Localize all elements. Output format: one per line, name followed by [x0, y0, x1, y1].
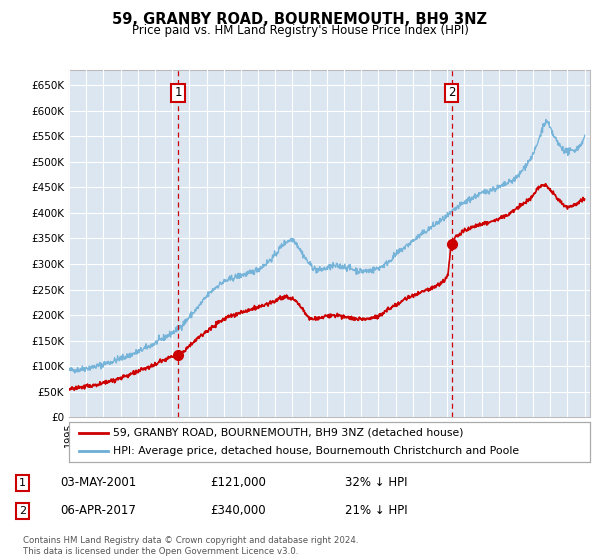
Text: 1: 1 — [174, 86, 182, 100]
Text: 32% ↓ HPI: 32% ↓ HPI — [345, 476, 407, 489]
Text: 2: 2 — [448, 86, 455, 100]
Text: 59, GRANBY ROAD, BOURNEMOUTH, BH9 3NZ: 59, GRANBY ROAD, BOURNEMOUTH, BH9 3NZ — [113, 12, 487, 27]
Text: 06-APR-2017: 06-APR-2017 — [60, 504, 136, 517]
Text: 1: 1 — [19, 478, 26, 488]
Text: HPI: Average price, detached house, Bournemouth Christchurch and Poole: HPI: Average price, detached house, Bour… — [113, 446, 520, 456]
Text: Price paid vs. HM Land Registry's House Price Index (HPI): Price paid vs. HM Land Registry's House … — [131, 24, 469, 37]
Text: 21% ↓ HPI: 21% ↓ HPI — [345, 504, 407, 517]
Text: 2: 2 — [19, 506, 26, 516]
Text: 59, GRANBY ROAD, BOURNEMOUTH, BH9 3NZ (detached house): 59, GRANBY ROAD, BOURNEMOUTH, BH9 3NZ (d… — [113, 428, 464, 437]
Text: £121,000: £121,000 — [210, 476, 266, 489]
Text: £340,000: £340,000 — [210, 504, 266, 517]
Text: Contains HM Land Registry data © Crown copyright and database right 2024.
This d: Contains HM Land Registry data © Crown c… — [23, 536, 358, 556]
Text: 03-MAY-2001: 03-MAY-2001 — [60, 476, 136, 489]
